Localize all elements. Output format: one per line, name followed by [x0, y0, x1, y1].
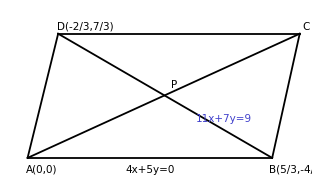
- Text: B(5/3,-4/3): B(5/3,-4/3): [269, 165, 312, 175]
- Text: A(0,0): A(0,0): [26, 165, 57, 175]
- Text: 11x+7y=9: 11x+7y=9: [196, 113, 252, 124]
- Text: 4x+5y=0: 4x+5y=0: [125, 165, 175, 175]
- Text: D(-2/3,7/3): D(-2/3,7/3): [56, 22, 113, 32]
- Text: P: P: [171, 81, 178, 90]
- Text: C: C: [303, 22, 310, 32]
